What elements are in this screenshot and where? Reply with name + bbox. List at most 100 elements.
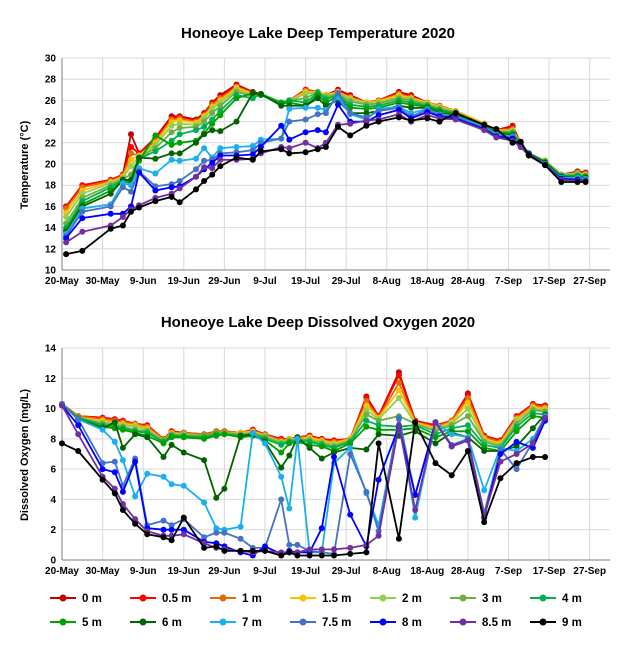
data-point [395,395,402,401]
x-tick-label: 18-Aug [410,566,444,577]
data-point [176,125,183,131]
data-point [497,458,504,465]
series-line [65,102,586,239]
data-point [193,173,199,180]
data-point [201,123,208,130]
data-point [412,514,419,521]
data-point [168,156,175,163]
y-tick-label: 30 [45,54,57,65]
y-tick-label: 10 [45,404,57,415]
data-point [314,146,321,153]
data-point [497,451,504,457]
data-point [233,95,240,102]
series-line [65,95,586,235]
y-tick-label: 18 [45,181,57,192]
data-point [209,171,216,178]
data-point [217,152,224,159]
data-point [302,149,309,156]
data-point [168,129,175,136]
data-point [395,414,402,421]
data-point [75,431,82,438]
data-point [363,105,370,112]
data-point [75,416,82,423]
legend-swatch-marker [459,594,467,602]
data-point [132,520,139,527]
data-point [168,150,175,157]
data-point [318,546,325,553]
x-tick-label: 27-Sep [573,566,606,577]
data-point [160,473,167,480]
x-tick-label: 29-Jul [332,276,361,287]
data-point [481,127,488,134]
data-point [152,132,159,139]
data-point [513,460,520,467]
legend-swatch-marker [459,618,467,626]
data-point [278,146,285,153]
data-point [119,184,126,191]
data-point [221,431,228,438]
data-point [347,544,354,551]
x-tick-label: 28-Aug [451,566,485,577]
data-point [209,105,216,112]
data-point [542,454,549,460]
legend-item: 4 m [530,593,582,605]
data-point [257,148,264,155]
data-point [464,437,471,444]
data-point [160,534,167,541]
x-tick-label: 20-May [45,276,79,287]
data-point [375,431,382,438]
data-point [168,526,175,533]
y-tick-label: 22 [45,138,57,149]
data-point [201,131,208,138]
data-point [509,139,516,146]
legend-item: 0.5 m [130,593,191,605]
x-tick-label: 19-Jun [168,276,200,287]
data-point [180,531,187,538]
data-point [375,118,382,125]
y-tick-label: 20 [45,160,57,171]
x-tick-label: 8-Aug [373,566,401,577]
data-point [318,455,325,462]
data-point [193,127,199,134]
data-point [75,422,82,429]
x-tick-label: 9-Jun [130,566,157,577]
data-point [529,454,536,460]
data-point [180,482,187,489]
legend-label: 4 m [562,593,582,605]
data-point [286,105,293,112]
data-point [314,111,321,118]
data-point [513,443,520,450]
data-point [278,122,285,129]
data-point [193,155,199,162]
data-point [107,190,114,197]
data-point [257,144,264,150]
x-tick-label: 30-May [86,276,120,287]
data-point [286,541,293,548]
legend-swatch-marker [299,594,307,602]
data-point [221,485,228,492]
legend-swatch-marker [59,594,67,602]
legend-item: 9 m [530,617,582,629]
legend-label: 5 m [82,617,102,629]
data-point [363,110,370,117]
legend-item: 6 m [130,617,182,629]
data-point [63,239,70,246]
y-tick-label: 2 [50,525,56,536]
data-point [136,169,143,176]
legend-swatch-marker [59,618,67,626]
data-point [180,526,187,533]
data-point [201,178,208,184]
data-point [180,434,187,441]
data-point [302,139,309,146]
data-point [322,129,329,136]
data-point [209,127,216,134]
data-point [79,247,86,254]
data-point [233,144,240,150]
data-point [111,490,118,497]
data-point [335,90,341,96]
oxygen-chart: 0 2 4 6 8 10 12 14 20-May 30-May 9-Jun 19-Jun 29-Jun… [45,344,610,577]
series-7-5-m [63,90,589,240]
data-point [160,440,167,447]
x-tick-label: 9-Jul [253,276,277,287]
data-point [529,425,536,432]
